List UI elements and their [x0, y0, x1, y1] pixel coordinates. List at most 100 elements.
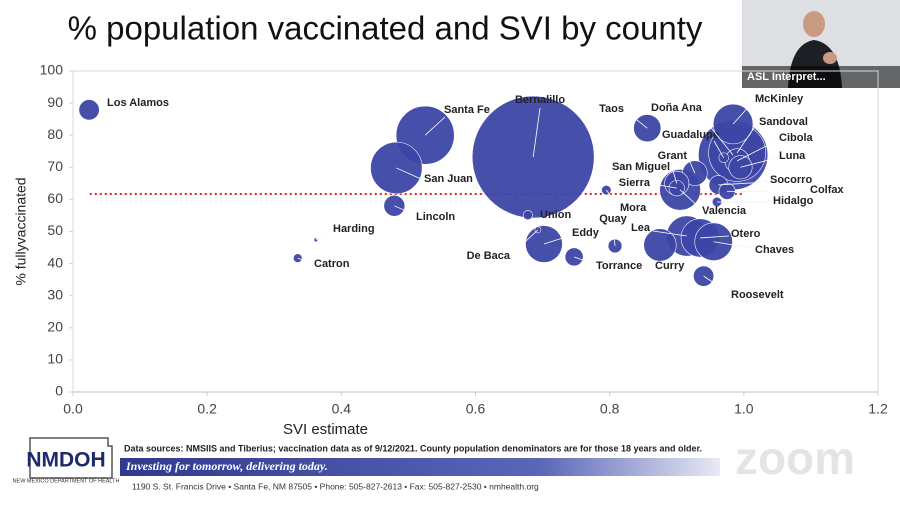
- bubble: [522, 210, 533, 221]
- bubble: [643, 228, 677, 262]
- leader-line: [703, 275, 729, 293]
- leader-line: [652, 183, 677, 189]
- data-label: Catron: [314, 258, 350, 270]
- y-tick-label: 20: [47, 319, 63, 335]
- x-tick-label: 0.0: [63, 401, 83, 417]
- data-label: Sandoval: [759, 116, 808, 128]
- leader-line: [627, 112, 648, 129]
- footer: NMDOH NEW MEXICO DEPARTMENT OF HEALTH Da…: [13, 432, 855, 491]
- leader-line: [713, 140, 725, 158]
- leader-line: [679, 189, 701, 209]
- y-tick-label: 40: [47, 254, 63, 270]
- leader-line: [396, 167, 422, 180]
- data-label: Guadalupe: [662, 129, 719, 141]
- data-label: Valencia: [702, 205, 747, 217]
- y-axis-label: % fullyvaccinated: [13, 177, 29, 285]
- data-label: Santa Fe: [444, 104, 490, 116]
- bubble: [78, 99, 100, 121]
- leader-line: [700, 235, 730, 239]
- leader-line: [652, 230, 687, 237]
- leader-line: [672, 170, 678, 184]
- leader-line: [573, 256, 594, 265]
- data-label: Union: [540, 209, 571, 221]
- data-label: Quay: [599, 213, 627, 225]
- x-tick-label: 1.0: [734, 401, 754, 417]
- leader-line: [689, 161, 696, 174]
- y-tick-label: 30: [47, 286, 63, 302]
- y-tick-label: 100: [40, 62, 64, 78]
- leader-line: [532, 107, 541, 158]
- leader-line: [543, 235, 570, 245]
- leader-line: [605, 189, 619, 206]
- source-note: Data sources: NMSIIS and Tiberius; vacci…: [124, 443, 702, 453]
- data-label: Eddy: [572, 227, 600, 239]
- tagline: Investing for tomorrow, delivering today…: [125, 459, 328, 473]
- y-tick-label: 50: [47, 222, 63, 238]
- x-tick-label: 1.2: [868, 401, 888, 417]
- video-label: ASL Interpret...: [747, 71, 826, 83]
- data-label: Socorro: [770, 174, 812, 186]
- leader-line: [699, 113, 734, 156]
- leader-line: [297, 257, 312, 264]
- chart: 0 10 20 30 40 50 60 70 80 90 100 0.0 0.2 0.4 0.6 0.8 1.0…: [13, 62, 888, 438]
- logo: NMDOH: [26, 449, 105, 472]
- data-label: Torrance: [596, 260, 642, 272]
- logo-subtitle: NEW MEXICO DEPARTMENT OF HEALTH: [13, 478, 120, 484]
- x-tick-label: 0.8: [600, 401, 620, 417]
- data-label: Sierra: [619, 177, 651, 189]
- data-label: Grant: [658, 150, 688, 162]
- data-label: Colfax: [810, 184, 845, 196]
- interpreter-head: [803, 11, 825, 37]
- leader-line: [732, 102, 753, 125]
- y-tick-label: 0: [55, 383, 63, 399]
- bubble: [525, 225, 563, 263]
- address: 1190 S. St. Francis Drive • Santa Fe, NM…: [132, 481, 539, 491]
- leader-line: [394, 205, 414, 215]
- data-label: Otero: [731, 228, 761, 240]
- leader-line: [736, 124, 757, 154]
- data-label: Bernalillo: [515, 94, 565, 106]
- data-label: Luna: [779, 150, 806, 162]
- y-tick-label: 80: [47, 126, 63, 142]
- bubble: [313, 237, 319, 243]
- x-tick-label: 0.4: [332, 401, 352, 417]
- data-label: Harding: [333, 223, 375, 235]
- leader-lines: [297, 102, 808, 293]
- data-label: Lincoln: [416, 211, 455, 223]
- leader-line: [612, 226, 616, 246]
- data-label: Los Alamos: [107, 97, 169, 109]
- data-label: Doña Ana: [651, 102, 703, 114]
- data-label: San Juan: [424, 173, 473, 185]
- leader-line: [512, 229, 539, 254]
- y-tick-label: 10: [47, 351, 63, 367]
- x-axis-label: SVI estimate: [283, 421, 368, 438]
- data-label: Hidalgo: [773, 195, 814, 207]
- y-tick-label: 90: [47, 94, 63, 110]
- video-tile[interactable]: ASL Interpret...: [742, 0, 900, 88]
- data-label: Mora: [620, 202, 647, 214]
- chart-title: % population vaccinated and SVI by count…: [68, 10, 703, 47]
- data-label: Chaves: [755, 244, 794, 256]
- leader-line: [736, 140, 777, 162]
- y-tick-label: 70: [47, 158, 63, 174]
- data-label: Curry: [655, 260, 685, 272]
- leader-line: [718, 181, 768, 186]
- x-tick-label: 0.6: [466, 401, 486, 417]
- data-label: De Baca: [467, 250, 511, 262]
- data-label: McKinley: [755, 93, 804, 105]
- data-label: Cibola: [779, 132, 813, 144]
- data-label: Lea: [631, 222, 651, 234]
- data-label: Taos: [599, 103, 624, 115]
- logo-outline: [29, 437, 113, 479]
- data-label: San Miguel: [612, 161, 670, 173]
- leader-line: [740, 157, 777, 168]
- y-tick-label: 60: [47, 190, 63, 206]
- leader-line: [424, 116, 446, 136]
- leader-line: [727, 190, 808, 193]
- watermark: zoom: [735, 432, 855, 484]
- interpreter-hand: [823, 52, 837, 64]
- x-tick-label: 0.2: [197, 401, 217, 417]
- leader-line: [315, 230, 331, 241]
